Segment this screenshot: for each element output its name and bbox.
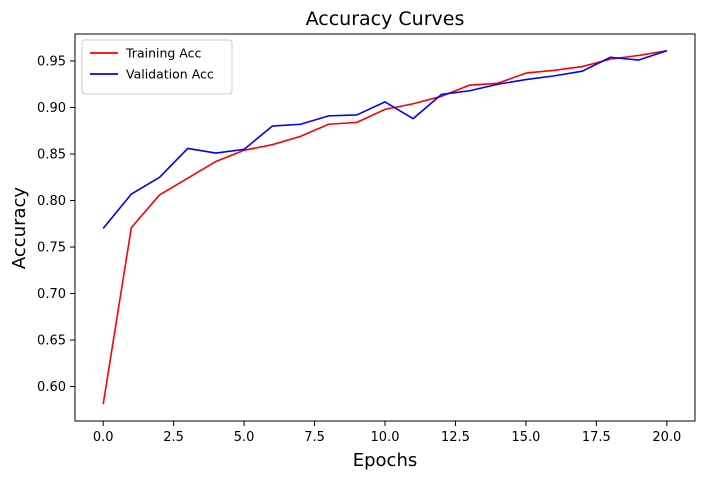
x-tick-label: 15.0 — [511, 430, 540, 445]
y-axis: 0.60 0.65 0.70 0.75 0.80 0.85 0.90 0.95 — [37, 54, 75, 395]
x-tick-label: 12.5 — [441, 430, 470, 445]
x-tick-label: 10.0 — [371, 430, 400, 445]
x-axis-title: Epochs — [353, 450, 418, 471]
y-tick-label: 0.65 — [37, 334, 66, 349]
y-tick-label: 0.60 — [37, 380, 66, 395]
chart-title: Accuracy Curves — [306, 8, 465, 30]
series-line-training-acc — [102, 49, 667, 405]
y-axis-title: Accuracy — [9, 187, 30, 270]
y-tick-label: 0.80 — [37, 194, 66, 209]
x-tick-label: 7.5 — [304, 430, 325, 445]
x-axis: 0.0 2.5 5.0 7.5 10.0 12.5 15.0 17.5 20.0 — [93, 421, 681, 445]
x-tick-label: 5.0 — [234, 430, 255, 445]
y-tick-label: 0.75 — [37, 241, 66, 256]
x-tick-label: 17.5 — [582, 430, 611, 445]
series-layer — [102, 49, 668, 405]
x-tick-label: 0.0 — [93, 430, 114, 445]
legend-box — [81, 39, 233, 95]
y-tick-label: 0.70 — [37, 287, 66, 302]
legend: Training Acc Validation Acc — [81, 39, 233, 95]
y-tick-label: 0.85 — [37, 148, 66, 163]
legend-label-validation-acc: Validation Acc — [126, 67, 214, 82]
y-tick-label: 0.90 — [37, 101, 66, 116]
y-tick-label: 0.95 — [37, 54, 66, 69]
legend-label-training-acc: Training Acc — [125, 46, 201, 61]
x-tick-label: 20.0 — [652, 430, 681, 445]
x-tick-label: 2.5 — [163, 430, 184, 445]
series-line-validation-acc — [102, 49, 668, 229]
